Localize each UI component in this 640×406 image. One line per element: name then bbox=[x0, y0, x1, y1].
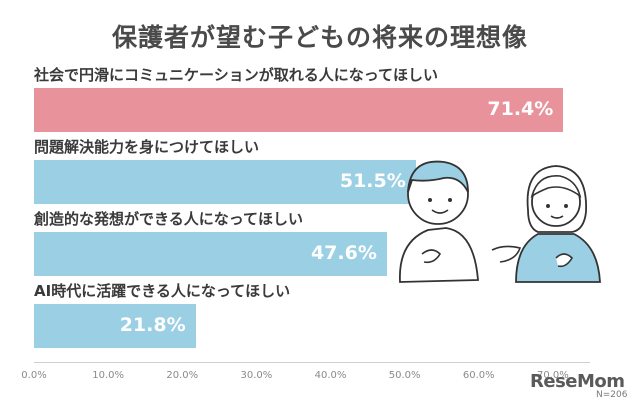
x-tick-label: 0.0% bbox=[21, 370, 47, 381]
resemom-logo: ReseMom bbox=[530, 371, 625, 392]
x-tick-label: 40.0% bbox=[314, 370, 347, 381]
girl-figure bbox=[491, 165, 601, 283]
chart-title: 保護者が望む子どもの将来の理想像 bbox=[111, 23, 528, 52]
bar-value-label: 71.4% bbox=[487, 98, 554, 120]
bar bbox=[34, 304, 196, 348]
boy-figure bbox=[399, 160, 479, 283]
category-label: 創造的な発想ができる人になってほしい bbox=[34, 210, 303, 228]
category-label: 社会で円滑にコミュニケーションが取れる人になってほしい bbox=[34, 66, 438, 84]
x-tick-label: 20.0% bbox=[166, 370, 199, 381]
bar bbox=[34, 160, 416, 204]
category-label: 問題解決能力を身につけてほしい bbox=[34, 138, 260, 156]
sample-size-label: N=206 bbox=[596, 390, 628, 400]
bar-value-label: 21.8% bbox=[119, 314, 186, 336]
bar-value-label: 51.5% bbox=[339, 170, 406, 192]
bar bbox=[34, 232, 387, 276]
x-tick-label: 10.0% bbox=[92, 370, 125, 381]
category-label: AI時代に活躍できる人になってほしい bbox=[34, 282, 291, 300]
parent-child-illustration bbox=[399, 160, 601, 283]
bar bbox=[34, 88, 564, 132]
x-tick-label: 70.0% bbox=[537, 370, 569, 381]
x-tick-label: 50.0% bbox=[388, 370, 421, 381]
x-tick-label: 30.0% bbox=[240, 370, 273, 381]
bar-value-label: 47.6% bbox=[310, 242, 377, 264]
x-tick-label: 60.0% bbox=[462, 370, 495, 381]
x-axis-line bbox=[34, 362, 590, 363]
